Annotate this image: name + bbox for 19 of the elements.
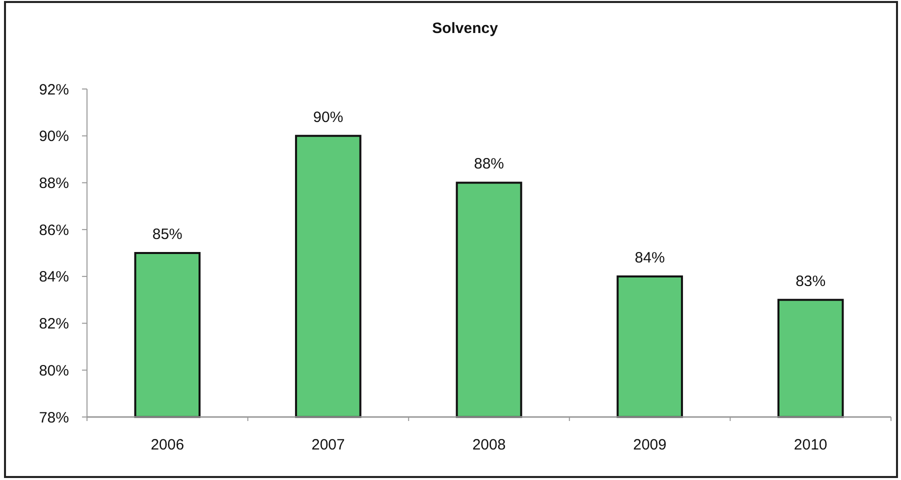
y-tick-label: 80% <box>38 362 69 380</box>
data-label: 84% <box>634 249 665 266</box>
x-tick-label: 2006 <box>150 436 184 454</box>
chart-title: Solvency <box>432 20 499 37</box>
y-tick-label: 78% <box>38 409 69 426</box>
data-label: 85% <box>152 226 182 243</box>
y-tick-label: 92% <box>38 81 69 98</box>
y-tick-label: 88% <box>38 174 69 192</box>
x-tick-label: 2010 <box>794 436 828 454</box>
x-tick-label: 2007 <box>312 436 345 454</box>
y-tick-label: 84% <box>38 268 69 286</box>
x-tick-label: 2008 <box>472 436 506 454</box>
y-tick-label: 86% <box>38 222 69 239</box>
data-label: 90% <box>313 108 344 126</box>
data-label: 83% <box>796 272 826 290</box>
data-label: 88% <box>474 156 504 173</box>
y-tick-label: 82% <box>38 316 69 333</box>
y-tick-label: 90% <box>38 128 69 146</box>
x-tick-label: 2009 <box>633 436 666 454</box>
